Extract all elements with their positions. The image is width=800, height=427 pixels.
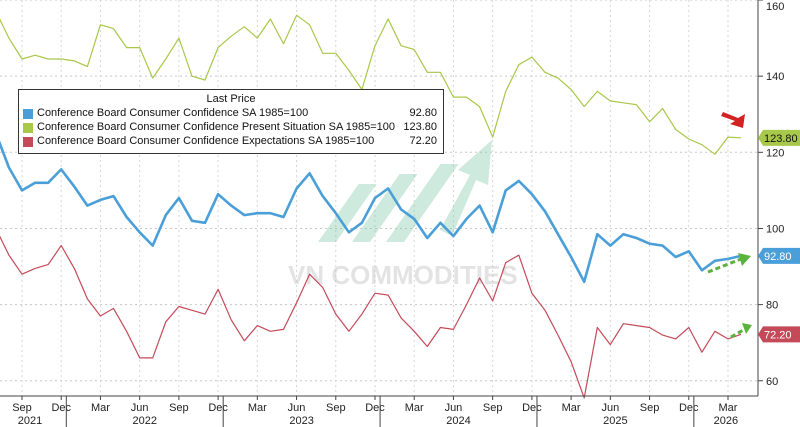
x-tick-label: Mar — [719, 402, 738, 414]
red-down-right-arrow — [721, 112, 745, 128]
y-tick-label: 140 — [766, 71, 784, 83]
series-line — [0, 140, 742, 284]
watermark-bar — [318, 184, 377, 242]
x-tick-label: Sep — [483, 402, 503, 414]
x-tick-label: Sep — [326, 402, 346, 414]
x-tick-label: Mar — [248, 402, 267, 414]
x-tick-label: Sep — [12, 402, 32, 414]
x-tick-label: Mar — [91, 402, 110, 414]
x-year-label: 2024 — [446, 415, 470, 427]
last-value-tags: 92.80 123.80 72.20 — [758, 129, 800, 343]
arrow-head — [738, 253, 751, 266]
x-year-label: 2025 — [603, 415, 627, 427]
legend: Last Price Conference Board Consumer Con… — [18, 89, 444, 154]
x-tick-label: Sep — [640, 402, 660, 414]
watermark-bar — [386, 164, 459, 242]
x-tick-label: Dec — [522, 402, 542, 414]
x-tick-label: Mar — [405, 402, 424, 414]
x-year-label: 2021 — [18, 415, 42, 427]
x-year-label: 2022 — [132, 415, 156, 427]
legend-entry-expectations: Conference Board Consumer Confidence Exp… — [23, 135, 439, 149]
legend-series-value: 92.80 — [409, 107, 437, 119]
watermark-logo — [318, 140, 492, 242]
x-tick-label: Jun — [131, 402, 149, 414]
x-year-label: 2023 — [289, 415, 313, 427]
x-axis: Sep Dec Mar Jun Sep Dec Mar Jun Sep Dec Mar Jun Sep D… — [0, 395, 758, 427]
arrow-head — [742, 323, 752, 334]
series-line — [0, 235, 742, 399]
y-tick-label: 160 — [766, 1, 784, 13]
legend-entry-present-situation: Conference Board Consumer Confidence Pre… — [23, 121, 439, 135]
legend-swatch — [23, 109, 33, 119]
last-value-label: 123.80 — [764, 133, 798, 145]
watermark-text: VN COMMODITIES — [288, 260, 518, 290]
legend-title: Last Price — [206, 93, 256, 105]
legend-series-value: 72.20 — [409, 135, 437, 147]
x-tick-label: Dec — [51, 402, 71, 414]
y-tick-label: 60 — [766, 376, 778, 388]
x-tick-label: Dec — [679, 402, 699, 414]
legend-swatch — [23, 123, 33, 133]
watermark-arrow — [440, 140, 492, 236]
watermark-bar — [352, 174, 418, 242]
legend-series-value: 123.80 — [403, 121, 437, 133]
legend-series-name: Conference Board Consumer Confidence SA … — [37, 107, 309, 119]
x-tick-label: Jun — [288, 402, 306, 414]
x-tick-label: Sep — [169, 402, 189, 414]
annotation-arrows — [707, 112, 752, 339]
watermark: VN COMMODITIES — [288, 140, 518, 290]
green-dashed-up-arrow — [707, 257, 742, 274]
y-tick-label: 100 — [766, 223, 784, 235]
x-tick-label: Jun — [601, 402, 619, 414]
y-tick-label: 80 — [766, 300, 778, 312]
series-lines — [0, 14, 742, 399]
legend-series-name: Conference Board Consumer Confidence Pre… — [37, 121, 396, 133]
last-value-label: 92.80 — [764, 251, 792, 263]
legend-swatch — [23, 137, 33, 147]
green-dashed-up-arrow — [730, 327, 746, 339]
x-tick-label: Mar — [562, 402, 581, 414]
last-value-label: 72.20 — [764, 329, 792, 341]
series-line — [0, 14, 742, 155]
last-value-tag — [758, 326, 800, 343]
legend-entry-overall: Conference Board Consumer Confidence SA … — [23, 107, 439, 121]
x-tick-label: Dec — [365, 402, 385, 414]
last-value-tag — [758, 247, 800, 264]
y-tick-label: 120 — [766, 147, 784, 159]
last-value-tag — [758, 129, 800, 146]
x-tick-label: Dec — [208, 402, 228, 414]
y-axis: 60 80 100 120 140 160 — [757, 0, 784, 396]
x-year-label: 2026 — [714, 415, 738, 427]
x-tick-label: Jun — [445, 402, 463, 414]
legend-series-name: Conference Board Consumer Confidence Exp… — [37, 135, 375, 147]
